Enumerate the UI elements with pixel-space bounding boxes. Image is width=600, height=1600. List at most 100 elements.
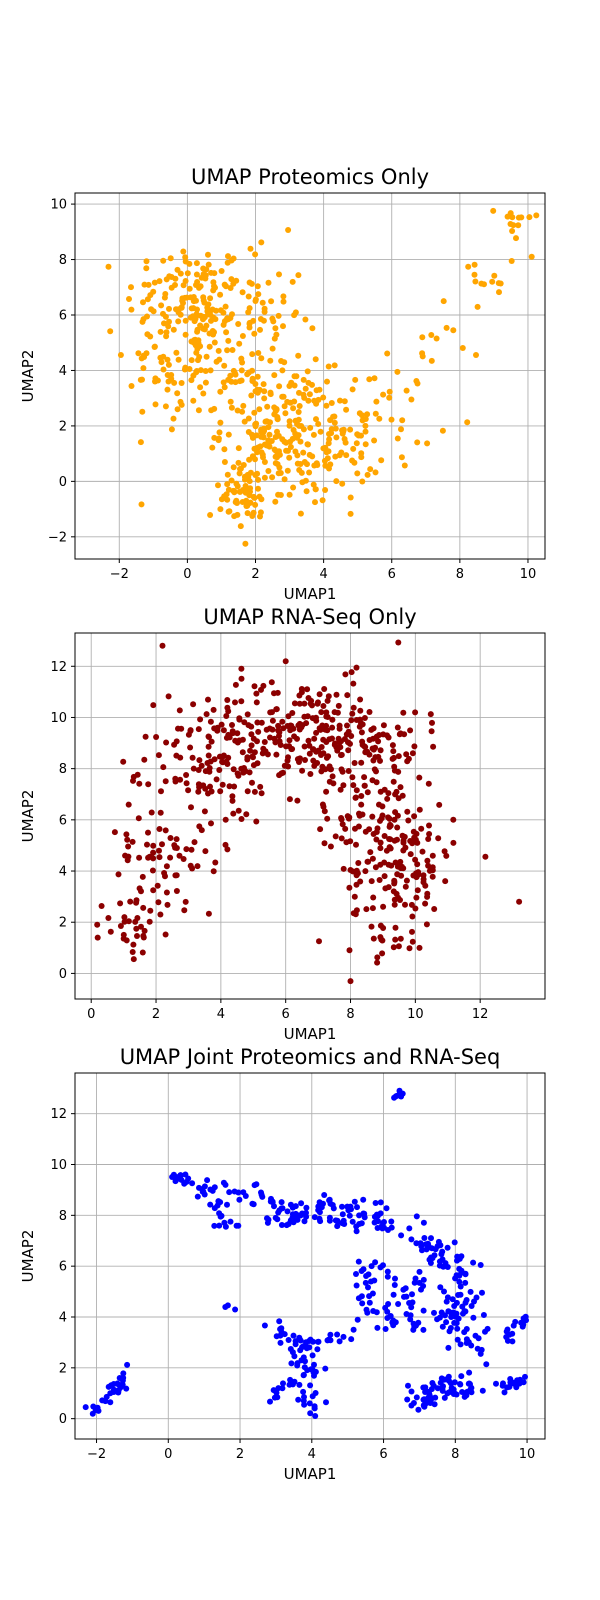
data-point [507,1379,514,1386]
data-point [239,289,246,296]
data-point [139,949,146,956]
data-point [244,371,251,378]
data-point [400,865,407,872]
x-tick-label: 2 [236,1447,244,1462]
data-point [111,829,118,836]
data-point [252,251,259,258]
data-point [224,471,231,478]
data-point [355,1258,362,1265]
data-point [201,1191,208,1198]
data-point [254,373,261,380]
data-point [221,281,228,288]
data-point [196,354,203,360]
data-point [372,410,379,417]
data-point [301,1401,308,1408]
data-point [219,758,226,765]
data-point [391,837,398,844]
data-point [320,703,327,709]
data-point [397,897,403,903]
data-point [229,730,236,737]
data-point [142,733,149,740]
data-point [261,388,268,395]
data-point [274,1394,281,1401]
data-point [310,746,316,753]
data-point [120,931,127,938]
data-point [193,297,199,304]
chart-panel-3: −2 0 2 4 6 8 10 0 2 4 6 8 10 12 UMAP Joint Proteomics … [19,1045,546,1483]
data-point [150,288,157,295]
data-point [221,362,228,369]
data-point [245,722,252,729]
data-point [420,872,427,879]
data-point [115,1389,122,1396]
data-point [298,689,305,696]
data-point [413,1213,420,1220]
data-point [436,1314,443,1321]
data-point [261,395,268,402]
data-point [331,709,338,716]
data-point [451,1239,458,1246]
data-point [371,1277,378,1284]
data-point [239,359,246,366]
data-point [287,1346,294,1352]
data-point [292,1203,299,1210]
data-point [254,719,261,726]
data-point [177,776,184,783]
data-point [273,406,280,412]
data-point [341,736,348,742]
data-point [300,391,307,398]
data-point [253,1181,260,1188]
data-point [250,1201,257,1208]
data-point [223,713,230,719]
data-point [105,263,112,270]
data-point [258,355,265,362]
data-point [219,781,226,788]
data-point [245,293,252,300]
data-point [506,1383,513,1390]
data-point [134,933,140,939]
data-point [448,1387,455,1394]
data-point [437,1284,444,1291]
data-point [150,702,157,709]
data-point [480,1312,487,1318]
data-point [168,274,175,280]
data-point [409,928,415,935]
data-point [399,1090,406,1097]
data-point [250,317,257,324]
data-point [267,357,274,364]
data-point [225,431,232,438]
data-point [205,696,211,703]
data-point [235,445,242,452]
data-point [208,820,214,827]
y-tick-label: 6 [59,813,67,828]
data-point [256,493,263,500]
data-point [429,1380,436,1386]
data-point [477,1262,484,1268]
data-point [358,1220,365,1227]
data-point [472,1332,479,1339]
data-point [368,878,375,885]
data-point [244,754,251,761]
data-point [443,1298,450,1305]
data-point [420,1219,427,1226]
data-point [194,863,201,870]
data-point [381,786,388,793]
data-point [309,1352,316,1359]
data-point [120,758,127,765]
data-point [422,900,429,907]
data-point [372,1259,379,1266]
data-point [160,353,167,360]
data-point [377,839,384,846]
data-point [362,1279,369,1286]
data-point [224,481,231,488]
data-point [353,881,360,888]
data-point [244,788,251,795]
data-point [371,1219,378,1226]
data-point [148,306,155,313]
data-point [365,1284,371,1291]
data-point [177,398,184,405]
data-point [241,418,248,425]
data-point [286,1381,293,1388]
data-point [307,700,314,707]
data-point [255,485,261,492]
